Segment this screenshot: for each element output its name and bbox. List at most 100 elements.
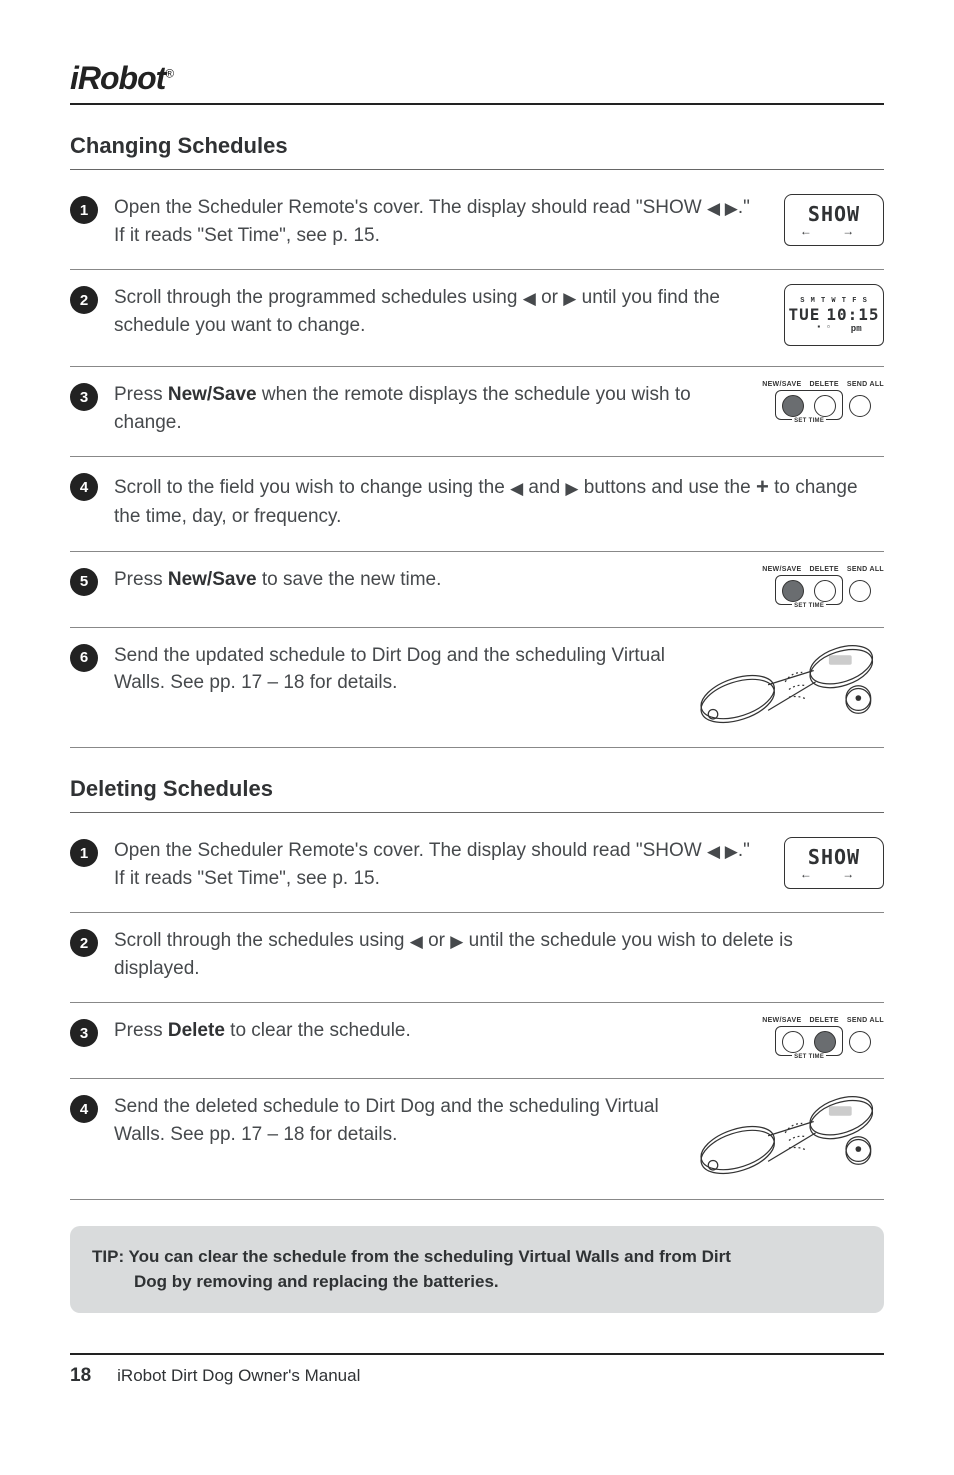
step-row: 2 Scroll through the schedules using ◀ o…: [70, 921, 884, 994]
settime-label: SET TIME: [792, 1054, 826, 1060]
remote-buttons-cluster: NEW/SAVE DELETE SEND ALL SET TIME: [762, 1017, 884, 1058]
btn-label-newsave: NEW/SAVE: [762, 381, 801, 388]
step-row: 4 Send the deleted schedule to Dirt Dog …: [70, 1087, 884, 1191]
lcd-time: 10:15: [826, 307, 879, 323]
step-text: Press New/Save when the remote displays …: [114, 381, 746, 436]
newsave-button[interactable]: [782, 395, 804, 417]
step-divider: [70, 1199, 884, 1200]
step-divider: [70, 747, 884, 748]
section-rule: [70, 169, 884, 170]
top-rule: [70, 103, 884, 105]
step-text: Send the updated schedule to Dirt Dog an…: [114, 642, 678, 697]
step-row: 4 Scroll to the field you wish to change…: [70, 465, 884, 542]
step-badge: 2: [70, 286, 98, 314]
btn-label-newsave: NEW/SAVE: [762, 566, 801, 573]
settime-button-group: [775, 390, 843, 420]
step-badge: 4: [70, 473, 98, 501]
btn-label-sendall: SEND ALL: [847, 566, 884, 573]
lcd-arrows: ← →: [802, 226, 866, 238]
tip-callout: TIP: You can clear the schedule from the…: [70, 1226, 884, 1313]
lcd-icons: ▪ ▫: [816, 324, 830, 332]
step-graphic: SHOW ← →: [784, 194, 884, 246]
section-rule-2: [70, 812, 884, 813]
step-badge: 1: [70, 839, 98, 867]
lcd-schedule-display: S M T W T F S TUE 10:15 ▪ ▫ pm: [784, 284, 884, 346]
step-row: 3 Press New/Save when the remote display…: [70, 375, 884, 448]
step-badge: 6: [70, 644, 98, 672]
step-row: 1 Open the Scheduler Remote's cover. The…: [70, 188, 884, 261]
step-badge: 5: [70, 568, 98, 596]
step-divider: [70, 1078, 884, 1079]
page-number: 18: [70, 1365, 91, 1387]
newsave-button[interactable]: [782, 580, 804, 602]
lcd-show-display: SHOW ← →: [784, 837, 884, 889]
step-text: Open the Scheduler Remote's cover. The d…: [114, 194, 768, 249]
step-graphic: SHOW ← →: [784, 837, 884, 889]
page-footer: 18 iRobot Dirt Dog Owner's Manual: [70, 1365, 884, 1387]
step-divider: [70, 1002, 884, 1003]
footer-rule: [70, 1353, 884, 1355]
step-text: Press New/Save to save the new time.: [114, 566, 746, 594]
delete-button[interactable]: [814, 580, 836, 602]
newsave-button[interactable]: [782, 1031, 804, 1053]
remote-buttons-cluster: NEW/SAVE DELETE SEND ALL SET TIME: [762, 381, 884, 422]
tip-line-1: TIP: You can clear the schedule from the…: [92, 1247, 731, 1266]
remote-illustration: [694, 642, 884, 728]
step-text: Send the deleted schedule to Dirt Dog an…: [114, 1093, 678, 1148]
btn-label-sendall: SEND ALL: [847, 381, 884, 388]
btn-label-sendall: SEND ALL: [847, 1017, 884, 1024]
step-text: Open the Scheduler Remote's cover. The d…: [114, 837, 768, 892]
step-divider: [70, 366, 884, 367]
step-graphic: S M T W T F S TUE 10:15 ▪ ▫ pm: [784, 284, 884, 346]
step-badge: 3: [70, 1019, 98, 1047]
settime-label: SET TIME: [792, 418, 826, 424]
step-badge: 1: [70, 196, 98, 224]
remote-illustration: [694, 1093, 884, 1179]
step-graphic: NEW/SAVE DELETE SEND ALL SET TIME: [762, 1017, 884, 1058]
brand-logo: iRobot®: [70, 60, 884, 97]
logo-reg: ®: [165, 66, 173, 80]
step-badge: 3: [70, 383, 98, 411]
step-row: 2 Scroll through the programmed schedule…: [70, 278, 884, 358]
sendall-button[interactable]: [849, 580, 871, 602]
step-divider: [70, 551, 884, 552]
lcd-show-display: SHOW ← →: [784, 194, 884, 246]
btn-label-newsave: NEW/SAVE: [762, 1017, 801, 1024]
step-text: Scroll through the schedules using ◀ or …: [114, 927, 884, 982]
step-row: 1 Open the Scheduler Remote's cover. The…: [70, 831, 884, 904]
step-divider: [70, 912, 884, 913]
step-graphic: [694, 642, 884, 728]
lcd-text: SHOW: [808, 204, 860, 224]
section-title-changing: Changing Schedules: [70, 133, 884, 159]
step-text: Scroll through the programmed schedules …: [114, 284, 768, 339]
step-graphic: NEW/SAVE DELETE SEND ALL SET TIME: [762, 381, 884, 422]
lcd-arrows: ← →: [802, 869, 866, 881]
sendall-button[interactable]: [849, 395, 871, 417]
delete-button[interactable]: [814, 1031, 836, 1053]
lcd-text: SHOW: [808, 847, 860, 867]
settime-button-group: [775, 1026, 843, 1056]
settime-label: SET TIME: [792, 603, 826, 609]
tip-line-2: Dog by removing and replacing the batter…: [134, 1269, 862, 1295]
step-row: 6 Send the updated schedule to Dirt Dog …: [70, 636, 884, 740]
manual-title: iRobot Dirt Dog Owner's Manual: [117, 1366, 360, 1386]
step-text: Press Delete to clear the schedule.: [114, 1017, 746, 1045]
step-row: 5 Press New/Save to save the new time. N…: [70, 560, 884, 619]
lcd-ampm: pm: [851, 324, 862, 334]
step-divider: [70, 627, 884, 628]
delete-button[interactable]: [814, 395, 836, 417]
step-row: 3 Press Delete to clear the schedule. NE…: [70, 1011, 884, 1070]
logo-text: iRobot: [70, 60, 165, 96]
step-divider: [70, 269, 884, 270]
btn-label-delete: DELETE: [809, 566, 838, 573]
step-badge: 2: [70, 929, 98, 957]
sendall-button[interactable]: [849, 1031, 871, 1053]
step-graphic: NEW/SAVE DELETE SEND ALL SET TIME: [762, 566, 884, 607]
lcd-days-row: S M T W T F S: [800, 298, 868, 305]
btn-label-delete: DELETE: [809, 381, 838, 388]
step-text: Scroll to the field you wish to change u…: [114, 471, 884, 530]
btn-label-delete: DELETE: [809, 1017, 838, 1024]
step-badge: 4: [70, 1095, 98, 1123]
section-title-deleting: Deleting Schedules: [70, 776, 884, 802]
settime-button-group: [775, 575, 843, 605]
